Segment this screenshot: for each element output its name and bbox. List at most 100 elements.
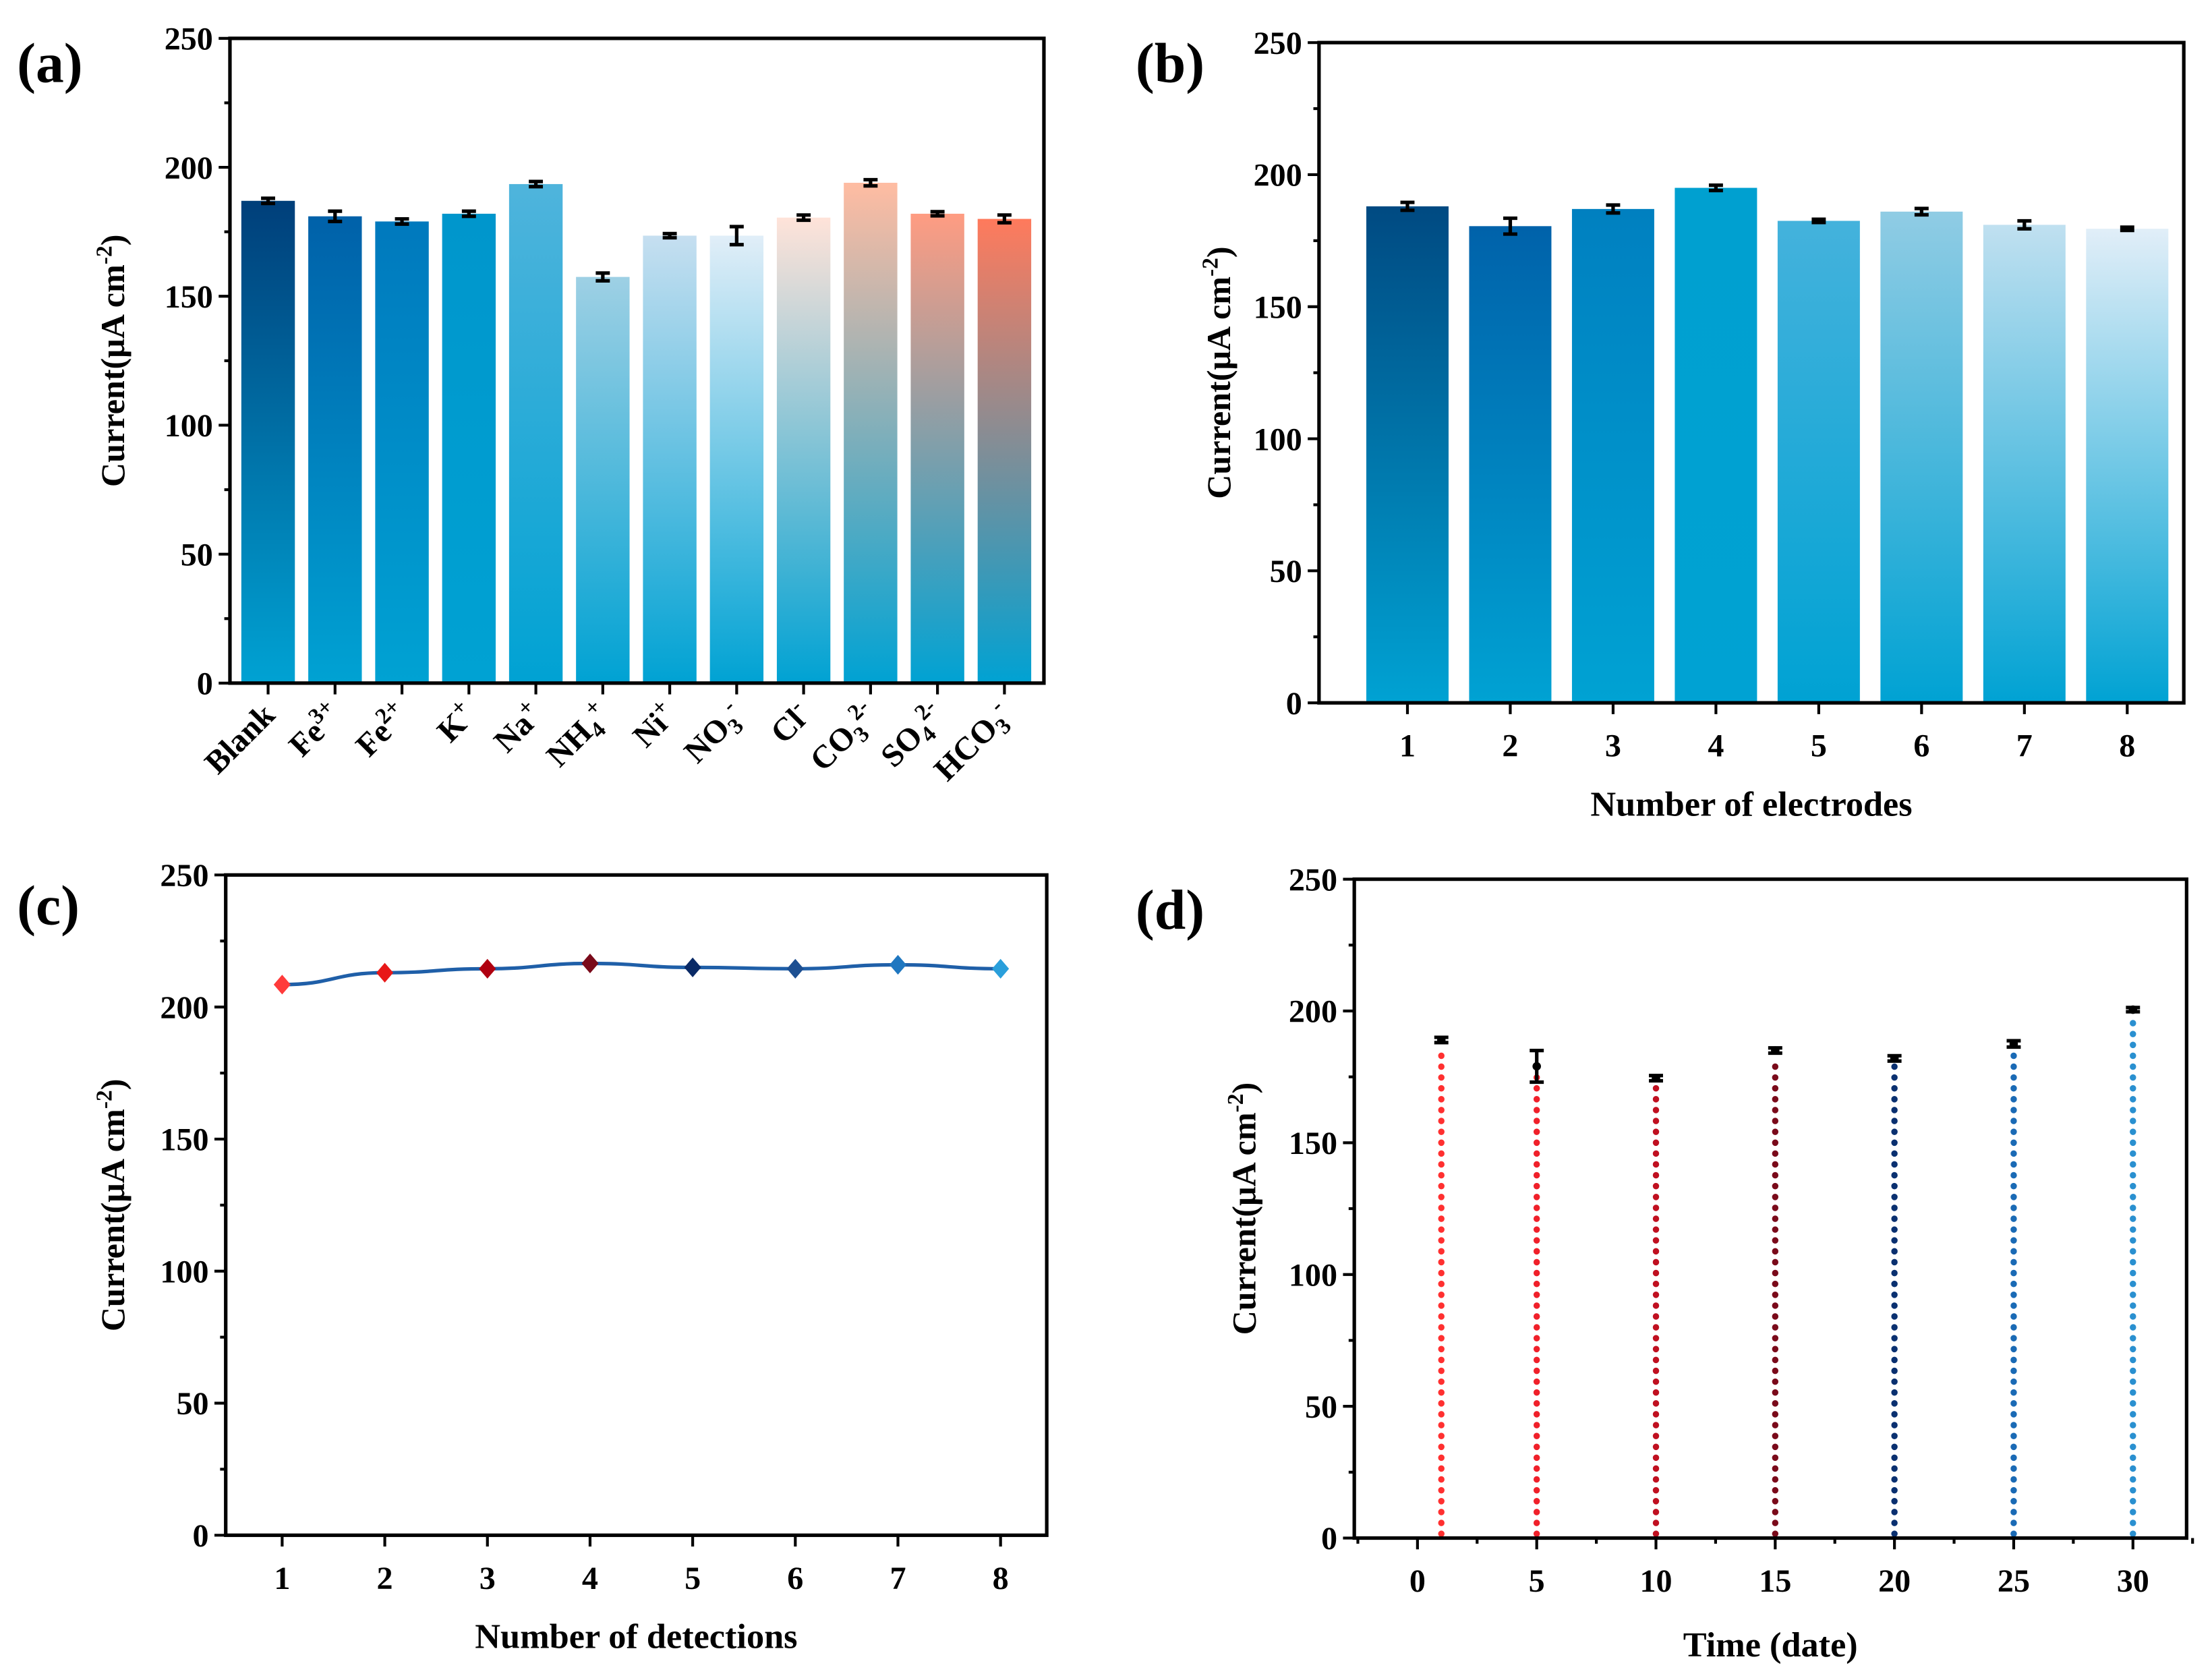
y-tick-label: 0: [193, 1518, 209, 1554]
label-base: Blank: [198, 697, 282, 781]
error-bar: [1811, 217, 1826, 225]
y-tick-label: 50: [176, 1386, 208, 1422]
error-bar: [461, 209, 476, 219]
error-bar: [997, 213, 1012, 225]
data-point-marker: [684, 957, 701, 978]
bar: [375, 221, 429, 683]
error-bar: [930, 210, 945, 218]
panel-b: (b) 0 50 100 150 200 250 Current(μA cm-2) 1 2 3 4 5 6…: [1136, 26, 2186, 823]
bar: [977, 219, 1032, 683]
y-tick-label: 100: [165, 408, 213, 444]
x-tick-label: K+: [428, 694, 483, 749]
y-axis-label-sup: -2: [92, 1090, 117, 1109]
error-bar: [1708, 183, 1723, 193]
panel-c: (c) 0 50 100 150 200 250 Current(μA cm-2) 1 2 3 4 5 6…: [17, 858, 1049, 1656]
y-axis-label: Current(μA cm-2): [92, 1079, 132, 1332]
error-bar: [863, 177, 878, 188]
y-tick-label: 100: [1289, 1257, 1337, 1293]
y-tick-label: 50: [1270, 554, 1302, 589]
x-tick-label: 2: [1502, 728, 1518, 764]
x-tick-label: 5: [685, 1561, 701, 1596]
data-point: [1436, 1035, 1446, 1045]
data-point: [1652, 1074, 1660, 1082]
x-tick-label: 7: [890, 1561, 906, 1596]
x-tick-label: 30: [2117, 1563, 2149, 1599]
label-sup: +: [579, 694, 606, 721]
x-axis-label: Number of electrodes: [1590, 784, 1912, 823]
x-tick-label: 4: [582, 1561, 598, 1596]
y-tick-label: 0: [1321, 1521, 1337, 1557]
error-bar: [729, 225, 744, 247]
bar: [508, 183, 563, 683]
x-tick-label: 4: [1708, 728, 1724, 764]
panel-label: (b): [1136, 32, 1204, 95]
y-tick-label: 200: [1254, 158, 1302, 194]
y-axis-label-text: Current(μA cm: [1200, 277, 1238, 499]
error-bar: [2120, 225, 2134, 233]
x-tick-label: NH4+: [537, 694, 620, 777]
data-point-marker: [479, 958, 496, 979]
error-bar: [1606, 203, 1621, 215]
x-tick-label: CO32-: [801, 694, 888, 782]
x-tick-label: 6: [1913, 728, 1929, 764]
error-bar: [662, 231, 677, 240]
error-bar: [395, 216, 409, 226]
error-bar: [1914, 206, 1929, 217]
bar: [1366, 206, 1449, 703]
y-axis-label-text: Current(μA cm: [94, 1109, 132, 1331]
x-tick-label: 3: [1605, 728, 1621, 764]
x-tick-label: 0: [1409, 1563, 1426, 1599]
data-point-marker: [376, 962, 394, 983]
bar: [709, 235, 764, 683]
data-point-marker: [992, 958, 1010, 979]
panel-label: (a): [17, 32, 83, 95]
x-tick-label: 8: [2119, 728, 2135, 764]
bar: [776, 217, 831, 683]
y-tick-label: 50: [1305, 1389, 1337, 1425]
x-tick-label: NO3-: [674, 694, 754, 774]
x-tick-label: Ni+: [623, 694, 683, 754]
bar: [1571, 208, 1654, 703]
error-bar: [1400, 200, 1415, 212]
y-axis-label: Current(μA cm-2): [1223, 1082, 1263, 1335]
y-axis-label-close: ): [1200, 246, 1238, 258]
data-point: [2009, 1039, 2018, 1049]
panel-label: (c): [17, 875, 80, 937]
y-axis-label: Current(μA cm-2): [1198, 246, 1238, 499]
x-tick-label: 6: [787, 1561, 803, 1596]
x-tick-label: Blank: [198, 697, 282, 781]
label-sup: 2-: [843, 694, 874, 725]
y-tick-label: 0: [1286, 686, 1302, 722]
x-tick-label: 20: [1878, 1563, 1911, 1599]
bar: [844, 183, 898, 683]
y-tick-label: 150: [1289, 1126, 1337, 1161]
x-tick-label: 5: [1811, 728, 1827, 764]
panel-label: (d): [1136, 879, 1204, 942]
error-bar: [529, 179, 544, 189]
data-point-marker: [786, 958, 804, 979]
y-axis-label-text: Current(μA cm: [94, 264, 132, 487]
x-tick-label: 5: [1529, 1563, 1545, 1599]
error-bar: [796, 213, 811, 223]
panel-d: (d) 0 50 100 150 200 250 Current(μA cm-2) 0 5 10 15…: [1136, 862, 2194, 1665]
error-bar: [328, 209, 343, 223]
x-axis-label: Time (date): [1683, 1625, 1858, 1665]
y-axis-label: Current(μA cm-2): [92, 235, 132, 488]
y-axis-label-sup: -2: [1198, 258, 1223, 277]
error-bar: [2017, 219, 2032, 231]
x-tick-label: 8: [993, 1561, 1009, 1596]
data-point: [1890, 1054, 1899, 1063]
x-tick-label: HCO3-: [925, 694, 1022, 791]
x-axis-label: Number of detections: [475, 1617, 797, 1656]
x-tick-label: 2: [377, 1561, 393, 1596]
data-point-marker: [581, 953, 599, 974]
y-tick-label: 250: [1254, 26, 1302, 61]
bar: [576, 277, 630, 683]
bar: [1777, 221, 1860, 703]
bar: [1983, 225, 2066, 703]
y-tick-label: 250: [1289, 862, 1337, 898]
y-axis-label-close: ): [1225, 1082, 1263, 1094]
error-bar: [1503, 216, 1517, 236]
y-tick-label: 0: [197, 666, 213, 702]
